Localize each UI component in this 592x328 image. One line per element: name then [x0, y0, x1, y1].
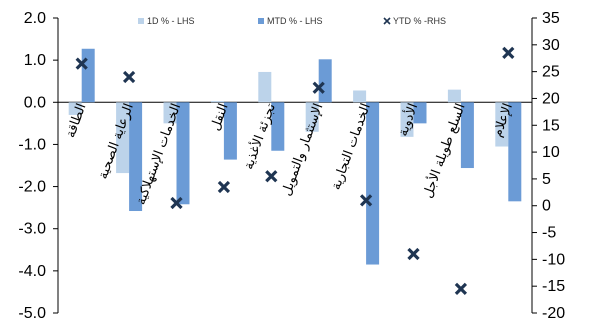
bar-1d: [353, 90, 367, 103]
bar-mtd: [129, 102, 143, 212]
left-axis-tick-label: -3.0: [18, 221, 46, 238]
left-axis-tick-label: -4.0: [18, 263, 46, 280]
right-axis: -20 -15 -10 -5 0 5 10 15 20 25 30 35: [531, 10, 565, 322]
legend: 1D % - LHS MTD % - LHS YTD % -RHS: [138, 16, 446, 26]
right-axis-tick-label: 15: [542, 117, 560, 134]
legend-label: YTD % -RHS: [393, 16, 446, 26]
ytd-marker: [265, 170, 278, 183]
ytd-marker: [217, 180, 231, 194]
bar-mtd: [318, 59, 332, 103]
bar-mtd: [508, 102, 522, 202]
ytd-marker: [502, 46, 515, 59]
right-axis-tick-label: 10: [542, 144, 560, 161]
ytd-marker: [454, 282, 468, 295]
right-axis-tick-label: 25: [542, 64, 560, 81]
ytd-marker: [122, 70, 136, 84]
bar-mtd: [223, 102, 237, 160]
bar-1d: [400, 102, 414, 137]
bar-mtd: [460, 102, 474, 169]
legend-label: MTD % - LHS: [267, 16, 323, 26]
legend-label: 1D % - LHS: [147, 16, 195, 26]
right-axis-tick-label: -20: [542, 305, 565, 322]
left-axis-tick-label: -1.0: [18, 136, 46, 153]
right-axis-tick-label: 5: [542, 171, 551, 188]
right-axis-tick-label: -15: [542, 278, 565, 295]
bar-mtd: [81, 48, 95, 103]
left-axis-tick-label: 1.0: [24, 52, 46, 69]
left-axis-tick-label: 2.0: [24, 10, 46, 27]
right-axis-tick-label: 20: [542, 90, 560, 107]
bar-1d: [163, 102, 177, 124]
ytd-marker: [359, 194, 373, 207]
right-axis-tick-label: 30: [542, 37, 560, 54]
bar-1d: [258, 71, 272, 103]
marker-series: [75, 46, 515, 295]
legend-swatch: [138, 18, 144, 24]
left-axis: -5.0 -4.0 -3.0 -2.0 -1.0 0.0 1.0 2.0: [18, 10, 532, 322]
right-axis-tick-label: -10: [542, 251, 565, 268]
category-label: الإستثمار والتمويل: [279, 102, 326, 198]
left-axis-tick-label: -5.0: [18, 305, 46, 322]
bar-1d: [68, 102, 82, 115]
right-axis-tick-label: -5: [542, 225, 556, 242]
ytd-marker: [407, 247, 420, 261]
legend-swatch: [383, 17, 391, 25]
bar-series: [68, 48, 522, 265]
bar-1d: [210, 101, 224, 103]
bar-1d: [447, 89, 461, 103]
category-label: الطاقة: [63, 102, 89, 140]
left-axis-tick-label: -2.0: [18, 179, 46, 196]
legend-swatch: [258, 18, 264, 24]
left-axis-tick-label: 0.0: [24, 94, 46, 111]
bar-1d: [305, 102, 319, 132]
bar-mtd: [271, 102, 285, 151]
ytd-marker: [312, 81, 325, 94]
bar-1d: [495, 102, 509, 147]
bar-mtd: [176, 102, 190, 205]
bar-mtd: [366, 102, 380, 265]
legend-item-1d: 1D % - LHS: [138, 16, 195, 26]
ytd-marker: [170, 196, 183, 210]
legend-item-ytd: YTD % -RHS: [383, 16, 446, 26]
bar-1d: [116, 102, 130, 174]
ytd-marker: [75, 57, 88, 70]
bar-mtd: [413, 102, 427, 124]
legend-item-mtd: MTD % - LHS: [258, 16, 323, 26]
right-axis-tick-label: 0: [542, 198, 551, 215]
right-axis-tick-label: 35: [542, 10, 560, 27]
